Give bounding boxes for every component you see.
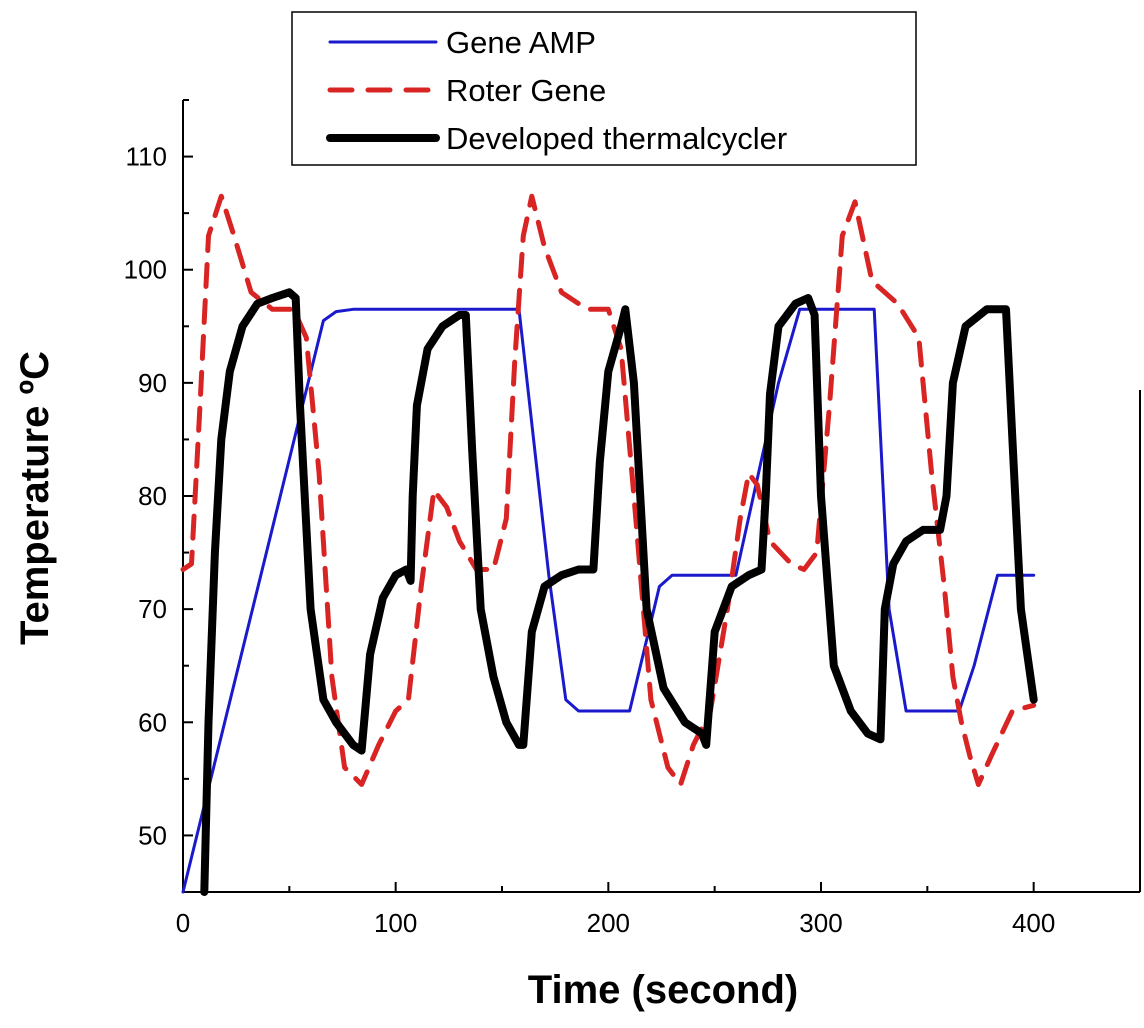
plot-area: 0 100 200 300 400 50 60 70 80 90 100 110 bbox=[124, 99, 1141, 938]
legend: Gene AMP Roter Gene Developed thermalcycle… bbox=[291, 11, 917, 166]
legend-label-2: Roter Gene bbox=[446, 73, 606, 108]
series-line-3 bbox=[200, 288, 1038, 896]
y-tick-label: 80 bbox=[138, 481, 167, 511]
y-tick-label: 90 bbox=[138, 368, 167, 398]
y-tick-label: 100 bbox=[124, 255, 167, 285]
x-tick-label: 0 bbox=[176, 908, 190, 938]
x-tick-label: 400 bbox=[1012, 908, 1055, 938]
legend-label-3: Developed thermalcycler bbox=[446, 121, 787, 156]
series-layer bbox=[180, 193, 1038, 896]
y-tick-label: 110 bbox=[126, 142, 167, 172]
x-axis-label: Time (second) bbox=[528, 968, 798, 1012]
y-axis-ticks: 50 60 70 80 90 100 110 bbox=[124, 99, 193, 893]
y-tick-label: 50 bbox=[138, 820, 167, 850]
x-tick-label: 100 bbox=[374, 908, 417, 938]
x-axis-ticks: 0 100 200 300 400 bbox=[176, 882, 1141, 938]
y-tick-label: 60 bbox=[138, 707, 167, 737]
series-line-1 bbox=[181, 307, 1036, 894]
series-line-2 bbox=[180, 193, 1037, 787]
x-tick-label: 200 bbox=[587, 908, 630, 938]
x-tick-label: 300 bbox=[799, 908, 842, 938]
legend-label-1: Gene AMP bbox=[446, 25, 596, 60]
y-axis-label: Temperature ºC bbox=[13, 351, 57, 645]
y-tick-label: 70 bbox=[138, 594, 167, 624]
legend-items: Gene AMP Roter Gene Developed thermalcycle… bbox=[326, 25, 787, 156]
